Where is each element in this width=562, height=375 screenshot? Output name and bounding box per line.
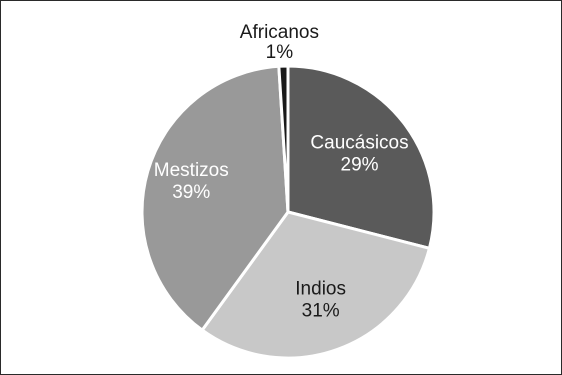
pie-slice-indios — [200, 210, 431, 360]
pie-slice-africanos — [277, 64, 290, 214]
slice-label-mestizos: Mestizos — [154, 160, 229, 181]
slice-percent-indios: 31% — [302, 301, 340, 322]
pie-slice-mestizos — [140, 64, 290, 332]
slice-label-indios: Indios — [295, 279, 346, 300]
slice-percent-caucasicos: 29% — [341, 155, 379, 176]
slice-percent-mestizos: 39% — [172, 182, 210, 203]
slice-label-africanos: Africanos — [240, 22, 319, 43]
slice-percent-africanos: 1% — [266, 42, 294, 63]
pie-slice-caucasicos — [286, 64, 436, 250]
slice-label-caucasicos: Caucásicos — [310, 133, 408, 154]
